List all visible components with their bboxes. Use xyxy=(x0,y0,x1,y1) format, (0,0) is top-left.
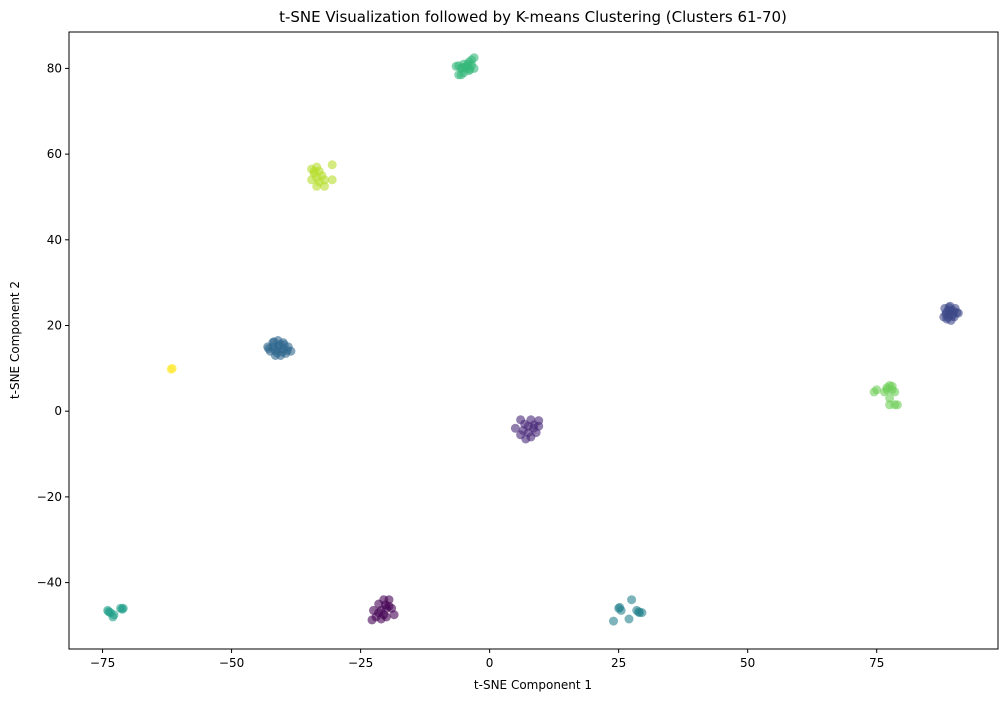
data-point xyxy=(885,393,895,403)
data-point xyxy=(307,175,317,185)
data-point xyxy=(615,602,625,612)
x-axis-ticks: −75 −50 −25 0 25 50 75 xyxy=(90,649,884,670)
data-point xyxy=(320,175,329,185)
data-point xyxy=(634,607,644,617)
data-point xyxy=(117,604,127,614)
data-point xyxy=(872,385,882,395)
data-point xyxy=(104,607,114,617)
y-tick-label: −40 xyxy=(37,576,62,590)
x-tick-label: −75 xyxy=(90,656,115,670)
data-point xyxy=(627,595,637,605)
data-point xyxy=(309,166,319,176)
data-point xyxy=(529,420,539,430)
y-axis-ticks: −40 −20 0 20 40 60 80 xyxy=(37,61,69,590)
plot-points xyxy=(103,53,963,626)
data-point xyxy=(892,400,902,410)
data-point xyxy=(327,160,337,170)
data-point xyxy=(389,610,399,620)
data-point xyxy=(166,364,176,374)
x-axis-label: t-SNE Component 1 xyxy=(474,678,592,692)
data-point xyxy=(526,432,536,442)
x-tick-label: 25 xyxy=(611,656,626,670)
plot-frame xyxy=(68,31,999,650)
data-point xyxy=(510,423,520,433)
data-point xyxy=(274,341,283,351)
data-point xyxy=(367,615,377,625)
data-point xyxy=(949,306,959,316)
y-tick-label: 60 xyxy=(47,147,62,161)
chart-title: t-SNE Visualization followed by K-means … xyxy=(279,8,787,26)
y-tick-label: −20 xyxy=(37,490,62,504)
x-tick-label: −25 xyxy=(348,656,373,670)
y-tick-label: 0 xyxy=(54,404,62,418)
x-tick-label: 0 xyxy=(486,656,494,670)
data-point xyxy=(380,600,390,610)
x-tick-label: −50 xyxy=(219,656,244,670)
data-point xyxy=(887,381,897,391)
x-tick-label: 50 xyxy=(740,656,755,670)
data-point xyxy=(379,610,389,620)
y-axis-label: t-SNE Component 2 xyxy=(8,281,22,399)
x-tick-label: 75 xyxy=(869,656,884,670)
data-point xyxy=(609,616,618,626)
data-point xyxy=(943,312,953,322)
data-point xyxy=(312,181,322,191)
data-point xyxy=(520,419,530,429)
y-tick-label: 40 xyxy=(47,233,62,247)
y-tick-label: 80 xyxy=(47,61,62,75)
data-point xyxy=(624,614,634,624)
data-point xyxy=(320,181,329,191)
data-point xyxy=(454,61,464,71)
data-point xyxy=(456,70,466,80)
data-point xyxy=(465,64,475,74)
data-point xyxy=(327,175,337,185)
y-tick-label: 20 xyxy=(47,319,62,333)
data-point xyxy=(469,53,479,63)
